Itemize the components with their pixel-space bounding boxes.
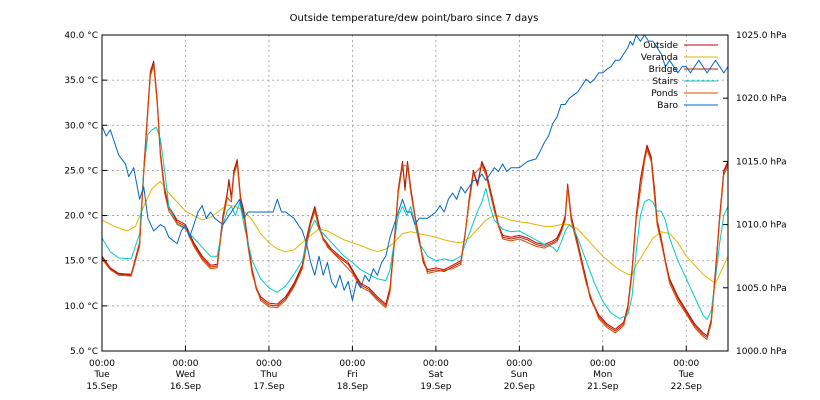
grid <box>102 35 728 351</box>
x-tick-time: 00:00 <box>590 359 616 369</box>
x-axis: 00:00Tue15.Sep00:00Wed16.Sep00:00Thu17.S… <box>86 346 702 392</box>
y-left-tick-label: 5.0 °C <box>70 347 98 357</box>
y-left-tick-label: 30.0 °C <box>64 121 98 131</box>
x-tick-weekday: Tue <box>93 370 110 380</box>
legend-label: Veranda <box>641 53 678 63</box>
y-left-tick-label: 15.0 °C <box>64 257 98 267</box>
x-tick-weekday: Fri <box>347 370 358 380</box>
y-right-tick-label: 1020.0 hPa <box>736 94 787 104</box>
x-tick-date: 15.Sep <box>86 382 118 392</box>
y-left-tick-label: 40.0 °C <box>64 31 98 41</box>
x-tick-date: 22.Sep <box>671 382 703 392</box>
x-tick-weekday: Sun <box>511 370 528 380</box>
x-tick-time: 00:00 <box>506 359 532 369</box>
x-tick-time: 00:00 <box>339 359 365 369</box>
series-lines <box>101 34 729 340</box>
y-left-tick-label: 25.0 °C <box>64 166 98 176</box>
legend-label: Bridge <box>649 65 679 75</box>
x-tick-date: 21.Sep <box>587 382 619 392</box>
series-line-stairs <box>101 126 729 320</box>
x-tick-time: 00:00 <box>172 359 198 369</box>
y-right-tick-label: 1010.0 hPa <box>736 221 787 231</box>
series-line-veranda <box>101 180 729 284</box>
y-left-tick-label: 35.0 °C <box>64 76 98 86</box>
y-left-tick-label: 20.0 °C <box>64 212 98 222</box>
series-line-ponds <box>101 65 729 340</box>
x-tick-date: 18.Sep <box>337 382 369 392</box>
legend-label: Baro <box>657 101 678 111</box>
legend-label: Outside <box>643 41 678 51</box>
y-right-tick-label: 1015.0 hPa <box>736 157 787 167</box>
chart-title: Outside temperature/dew point/baro since… <box>290 13 539 24</box>
legend-label: Stairs <box>652 77 678 87</box>
x-tick-date: 16.Sep <box>170 382 202 392</box>
x-tick-time: 00:00 <box>673 359 699 369</box>
x-tick-weekday: Tue <box>678 370 695 380</box>
plot-frame <box>101 34 729 352</box>
x-tick-time: 00:00 <box>89 359 115 369</box>
x-tick-date: 17.Sep <box>253 382 285 392</box>
x-tick-weekday: Mon <box>593 370 612 380</box>
legend-label: Ponds <box>651 89 678 99</box>
y-right-tick-label: 1000.0 hPa <box>736 347 787 357</box>
y-axis-right: 1000.0 hPa 1005.0 hPa 1010.0 hPa 1015.0 hPa… <box>723 31 787 357</box>
legend: Outside Veranda Bridge Stairs Ponds Baro <box>641 41 718 111</box>
x-tick-time: 00:00 <box>256 359 282 369</box>
y-axis-left: 5.0 °C 10.0 °C 15.0 °C 20.0 °C 25.0 °C 30.0 °… <box>64 31 107 357</box>
y-left-tick-label: 10.0 °C <box>64 302 98 312</box>
x-tick-date: 19.Sep <box>420 382 452 392</box>
x-tick-weekday: Thu <box>259 370 277 380</box>
series-line-baro <box>101 34 729 301</box>
y-right-tick-label: 1025.0 hPa <box>736 31 787 41</box>
y-right-tick-label: 1005.0 hPa <box>736 284 787 294</box>
x-tick-weekday: Sat <box>428 370 443 380</box>
x-tick-weekday: Wed <box>176 370 196 380</box>
x-tick-time: 00:00 <box>423 359 449 369</box>
x-tick-date: 20.Sep <box>504 382 536 392</box>
